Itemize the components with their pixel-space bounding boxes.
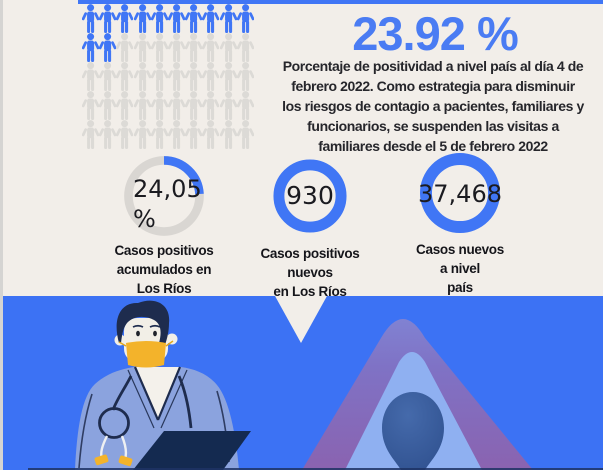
person-icon	[99, 33, 116, 62]
person-icon	[202, 91, 219, 120]
face-mask-icon	[126, 341, 166, 368]
donut-chart-accumulated	[124, 156, 204, 236]
mask-straps	[118, 340, 174, 347]
person-icon	[82, 91, 99, 120]
person-icon	[99, 4, 116, 33]
top-accent-line	[78, 0, 603, 4]
window-edge-strip	[0, 0, 3, 470]
person-icon	[237, 91, 254, 120]
person-icon	[237, 4, 254, 33]
person-icon	[185, 62, 202, 91]
person-icon	[168, 33, 185, 62]
person-icon	[185, 33, 202, 62]
person-icon	[220, 62, 237, 91]
stat-value-new-los-rios: 930	[286, 181, 334, 210]
description-line: Porcentaje de positividad a nivel país a…	[282, 58, 584, 74]
stethoscope-tube-right	[177, 375, 193, 429]
stethoscope-tip	[94, 454, 109, 466]
person-icon	[168, 91, 185, 120]
positivity-percentage: 23.92 %	[352, 7, 518, 60]
person-icon	[116, 120, 133, 149]
person-icon	[151, 62, 168, 91]
positivity-description: Porcentaje de positividad a nivel país a…	[277, 56, 589, 156]
person-icon	[202, 33, 219, 62]
person-icon	[185, 91, 202, 120]
sleeve-seam-left	[78, 393, 93, 469]
stethoscope-tip	[118, 455, 133, 467]
person-icon	[151, 33, 168, 62]
donut-arc	[124, 156, 204, 236]
person-icon	[168, 120, 185, 149]
stat-value-accumulated: 24,05 %	[133, 175, 202, 233]
person-icon	[237, 62, 254, 91]
person-icon	[82, 62, 99, 91]
person-icon	[220, 4, 237, 33]
person-icon	[237, 33, 254, 62]
stat-label-new-country: Casos nuevos a nivel país	[416, 242, 504, 295]
description-line: familiares desde el 5 de febrero 2022	[318, 138, 548, 154]
description-line: febrero 2022. Como estrategia para dismi…	[291, 78, 575, 94]
person-icon	[151, 4, 168, 33]
donut-ring	[273, 159, 347, 233]
donut-chart-new-country	[419, 152, 501, 234]
doctor-illustration	[75, 300, 251, 470]
person-icon	[116, 62, 133, 91]
donut-ring	[419, 152, 501, 234]
person-icon	[134, 120, 151, 149]
footer-illustration-section	[3, 296, 603, 470]
person-icon	[116, 33, 133, 62]
person-icon	[82, 4, 99, 33]
person-icon	[116, 91, 133, 120]
stat-label-accumulated: Casos positivos acumulados en Los Ríos	[114, 243, 214, 296]
person-icon	[185, 4, 202, 33]
clipboard	[133, 431, 251, 470]
description-line: funcionarios, se suspenden las visitas a	[307, 118, 559, 134]
person-icon	[151, 120, 168, 149]
ear-right	[166, 333, 178, 345]
person-icon	[220, 120, 237, 149]
positivity-pictogram	[82, 4, 255, 149]
eye-left	[136, 330, 140, 337]
stethoscope-loop	[98, 407, 130, 439]
eyebrows	[132, 324, 161, 328]
collar-outline	[133, 366, 182, 421]
person-icon	[134, 91, 151, 120]
description-line: los riesgos de contagio a pacientes, fam…	[282, 98, 584, 114]
teardrop-shape	[382, 392, 444, 470]
collar-outline-outer	[127, 369, 188, 429]
person-icon	[237, 120, 254, 149]
stat-label-new-los-rios: Casos positivos nuevos en Los Ríos	[260, 246, 360, 299]
person-icon	[185, 120, 202, 149]
eye-right	[153, 330, 157, 337]
person-icon	[99, 91, 116, 120]
person-icon	[202, 62, 219, 91]
person-icon	[134, 33, 151, 62]
person-icon	[82, 33, 99, 62]
person-icon	[99, 62, 116, 91]
mountain-illustration	[302, 319, 533, 470]
person-icon	[168, 4, 185, 33]
person-icon	[82, 120, 99, 149]
person-icon	[168, 62, 185, 91]
undershirt	[135, 367, 180, 420]
donut-chart-new-los-rios	[273, 159, 347, 233]
person-icon	[134, 62, 151, 91]
person-icon	[151, 91, 168, 120]
section-notch	[275, 296, 327, 343]
person-icon	[116, 4, 133, 33]
person-icon	[99, 120, 116, 149]
person-icon	[220, 33, 237, 62]
bottom-edge-line	[28, 468, 603, 470]
person-icon	[134, 4, 151, 33]
doctor-hair	[116, 300, 170, 345]
person-icon	[202, 120, 219, 149]
person-icon	[202, 4, 219, 33]
person-icon	[220, 91, 237, 120]
stat-value-new-country: 37,468	[418, 180, 502, 208]
